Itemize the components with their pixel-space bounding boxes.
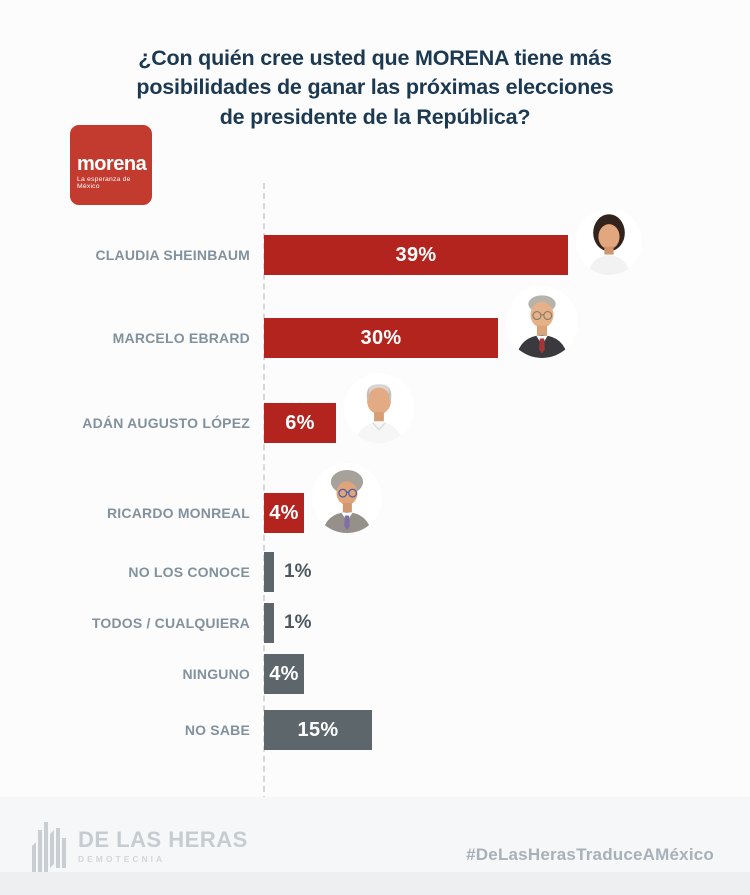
delasheras-logo: DE LAS HERAS DEMOTECNIA (30, 820, 248, 875)
category-label: ADÁN AUGUSTO LÓPEZ (82, 415, 250, 431)
bar-todos-cualquiera (264, 603, 274, 643)
value-label: 4% (269, 662, 299, 685)
value-label: 6% (285, 411, 315, 434)
marcelo-ebrard-photo (506, 286, 578, 358)
category-label: RICARDO MONREAL (107, 505, 250, 521)
bar-marcelo-ebrard: 30% (264, 318, 498, 358)
claudia-sheinbaum-photo (576, 209, 642, 275)
axis-baseline (263, 183, 265, 802)
value-label: 1% (284, 612, 312, 633)
bar-row-ninguno: NINGUNO 4% (0, 654, 750, 694)
category-label: NO LOS CONOCE (128, 564, 250, 580)
bar-row-claudia-sheinbaum: CLAUDIA SHEINBAUM 39% (0, 209, 750, 275)
morena-logo-text: morena (77, 153, 147, 175)
value-label: 4% (269, 501, 299, 524)
value-label: 1% (284, 561, 312, 582)
brand-name: DE LAS HERAS (78, 827, 248, 852)
value-label: 39% (395, 243, 437, 266)
category-label: NO SABE (184, 722, 250, 738)
hashtag: #DeLasHerasTraduceAMéxico (466, 845, 714, 864)
bar-row-adan-augusto-lopez: ADÁN AUGUSTO LÓPEZ 6% (0, 373, 750, 443)
category-label: TODOS / CUALQUIERA (91, 615, 250, 631)
person-portrait-icon (576, 209, 642, 275)
bar-claudia-sheinbaum: 39% (264, 235, 568, 275)
adan-augusto-lopez-photo (344, 373, 414, 443)
person-portrait-icon (506, 286, 578, 358)
value-label: 30% (360, 326, 402, 349)
bar-ninguno: 4% (264, 654, 304, 694)
bar-row-no-los-conoce: NO LOS CONOCE 1% (0, 552, 750, 592)
morena-logo-tagline: La esperanza de México (77, 176, 131, 190)
ricardo-monreal-photo (312, 463, 382, 533)
bar-row-marcelo-ebrard: MARCELO EBRARD 30% (0, 286, 750, 358)
bottom-strip (0, 872, 750, 895)
category-label: NINGUNO (182, 666, 250, 682)
page-title: ¿Con quién cree usted que MORENA tiene m… (136, 46, 614, 129)
bar-row-ricardo-monreal: RICARDO MONREAL 4% (0, 463, 750, 533)
bar-no-sabe: 15% (264, 710, 372, 750)
bar-no-los-conoce (264, 552, 274, 592)
morena-logo: morena La esperanza de México (70, 125, 152, 205)
category-label: CLAUDIA SHEINBAUM (95, 247, 250, 263)
bar-adan-augusto-lopez: 6% (264, 403, 336, 443)
category-label: MARCELO EBRARD (112, 330, 250, 346)
bar-ricardo-monreal: 4% (264, 493, 304, 533)
delasheras-logo-icon (32, 822, 66, 872)
person-portrait-icon (344, 373, 414, 443)
brand-subtitle: DEMOTECNIA (78, 854, 166, 865)
bar-row-no-sabe: NO SABE 15% (0, 710, 750, 750)
bar-row-todos-cualquiera: TODOS / CUALQUIERA 1% (0, 603, 750, 643)
person-portrait-icon (312, 463, 382, 533)
value-label: 15% (297, 718, 339, 741)
